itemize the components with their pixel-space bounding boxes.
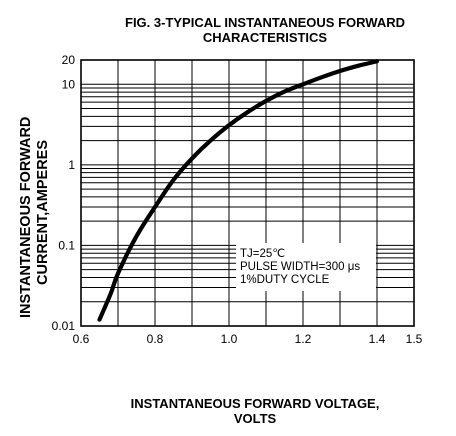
x-axis-label-line1: INSTANTANEOUS FORWARD VOLTAGE, [130, 396, 380, 411]
annotation-line: 1%DUTY CYCLE [240, 274, 330, 286]
x-tick-label: 1.0 [221, 332, 238, 346]
x-tick-label: 1.2 [295, 332, 312, 346]
x-tick-label: 0.8 [147, 332, 164, 346]
y-tick-label: 0.1 [58, 238, 75, 252]
x-tick-label: 0.6 [73, 332, 90, 346]
y-tick-label: 20 [62, 53, 76, 67]
forward-characteristic-curve [97, 59, 380, 322]
plot-frame [80, 59, 415, 327]
y-tick-label: 10 [62, 77, 76, 91]
chart-title-line1: FIG. 3-TYPICAL INSTANTANEOUS FORWARD [125, 15, 405, 30]
annotation-line: TJ=25℃ [240, 248, 285, 260]
x-axis-label-line2: VOLTS [233, 411, 277, 426]
y-tick-label: 0.01 [52, 319, 76, 333]
annotation-background [236, 243, 376, 291]
tick-labels: 0.6 0.8 1.0 1.2 1.4 1.5 0.01 0.1 1 10 20 [52, 53, 423, 346]
chart-title-line2: CHARACTERISTICS [202, 30, 328, 45]
y-tick-label: 1 [68, 158, 75, 172]
x-tick-label: 1.5 [406, 332, 423, 346]
x-tick-label: 1.4 [369, 332, 386, 346]
annotation-line: PULSE WIDTH=300 μs [240, 261, 360, 273]
